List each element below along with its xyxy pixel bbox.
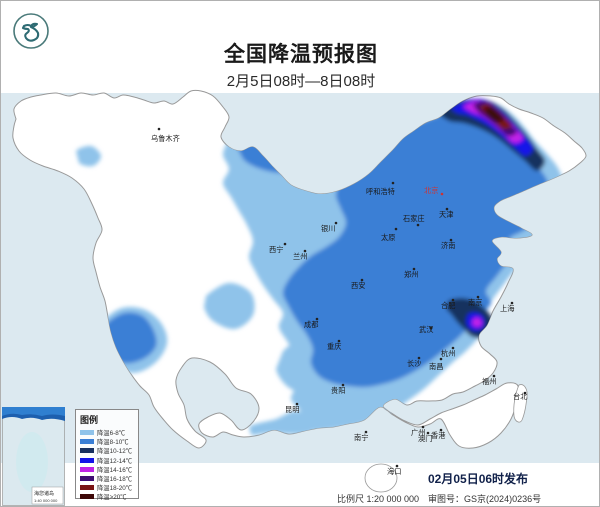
svg-text:西宁: 西宁	[269, 245, 283, 254]
svg-text:香港: 香港	[431, 431, 446, 440]
svg-text:南昌: 南昌	[429, 362, 443, 371]
svg-text:银川: 银川	[321, 224, 335, 233]
svg-text:台北: 台北	[513, 392, 527, 401]
svg-text:杭州: 杭州	[441, 349, 455, 358]
svg-text:贵阳: 贵阳	[331, 386, 345, 395]
svg-text:郑州: 郑州	[404, 270, 418, 279]
svg-text:上海: 上海	[500, 304, 514, 313]
svg-text:天津: 天津	[439, 210, 453, 219]
svg-text:合肥: 合肥	[441, 301, 455, 310]
svg-text:西安: 西安	[351, 281, 365, 290]
svg-text:呼和浩特: 呼和浩特	[366, 187, 395, 196]
svg-text:1:40 000 000: 1:40 000 000	[34, 498, 58, 503]
svg-text:重庆: 重庆	[327, 342, 341, 351]
svg-text:福州: 福州	[482, 377, 496, 386]
svg-text:兰州: 兰州	[293, 252, 307, 261]
svg-text:武汉: 武汉	[419, 325, 433, 334]
svg-text:石家庄: 石家庄	[403, 214, 425, 223]
svg-text:成都: 成都	[304, 320, 318, 329]
svg-text:乌鲁木齐: 乌鲁木齐	[151, 134, 180, 143]
svg-text:北京: 北京	[424, 186, 438, 195]
svg-text:长沙: 长沙	[407, 359, 421, 368]
svg-text:昆明: 昆明	[285, 405, 299, 414]
svg-text:太原: 太原	[381, 233, 395, 242]
svg-text:南京: 南京	[468, 298, 482, 307]
svg-text:海口: 海口	[387, 467, 401, 476]
svg-text:济南: 济南	[441, 241, 455, 250]
svg-text:南宁: 南宁	[354, 433, 368, 442]
svg-text:海您诸岛: 海您诸岛	[34, 490, 54, 497]
